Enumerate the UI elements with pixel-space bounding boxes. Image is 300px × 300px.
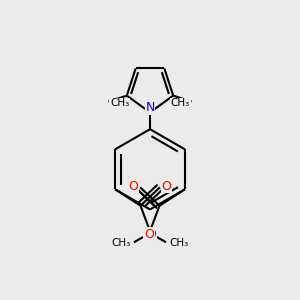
- Text: O: O: [144, 228, 154, 241]
- Text: CH₃: CH₃: [171, 98, 190, 108]
- Text: CH₃: CH₃: [110, 98, 129, 108]
- Text: O: O: [129, 180, 139, 193]
- Text: O: O: [146, 228, 156, 241]
- Text: O: O: [161, 180, 171, 193]
- Text: CH₃: CH₃: [112, 238, 131, 248]
- Text: CH₃: CH₃: [169, 238, 188, 248]
- Text: N: N: [145, 101, 155, 114]
